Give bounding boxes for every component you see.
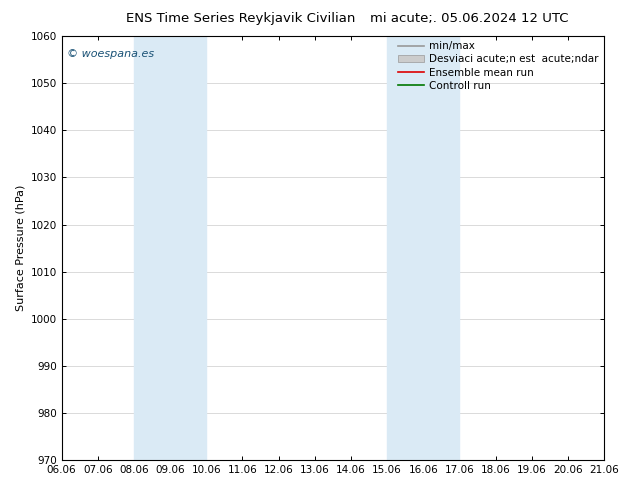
Y-axis label: Surface Pressure (hPa): Surface Pressure (hPa) [15,185,25,311]
Text: mi acute;. 05.06.2024 12 UTC: mi acute;. 05.06.2024 12 UTC [370,12,569,25]
Bar [387,36,460,460]
Legend: min/max, Desviaci acute;n est  acute;ndar, Ensemble mean run, Controll run: min/max, Desviaci acute;n est acute;ndar… [398,41,599,91]
Bar [134,36,206,460]
Text: ENS Time Series Reykjavik Civilian: ENS Time Series Reykjavik Civilian [126,12,356,25]
Text: © woespana.es: © woespana.es [67,49,154,59]
